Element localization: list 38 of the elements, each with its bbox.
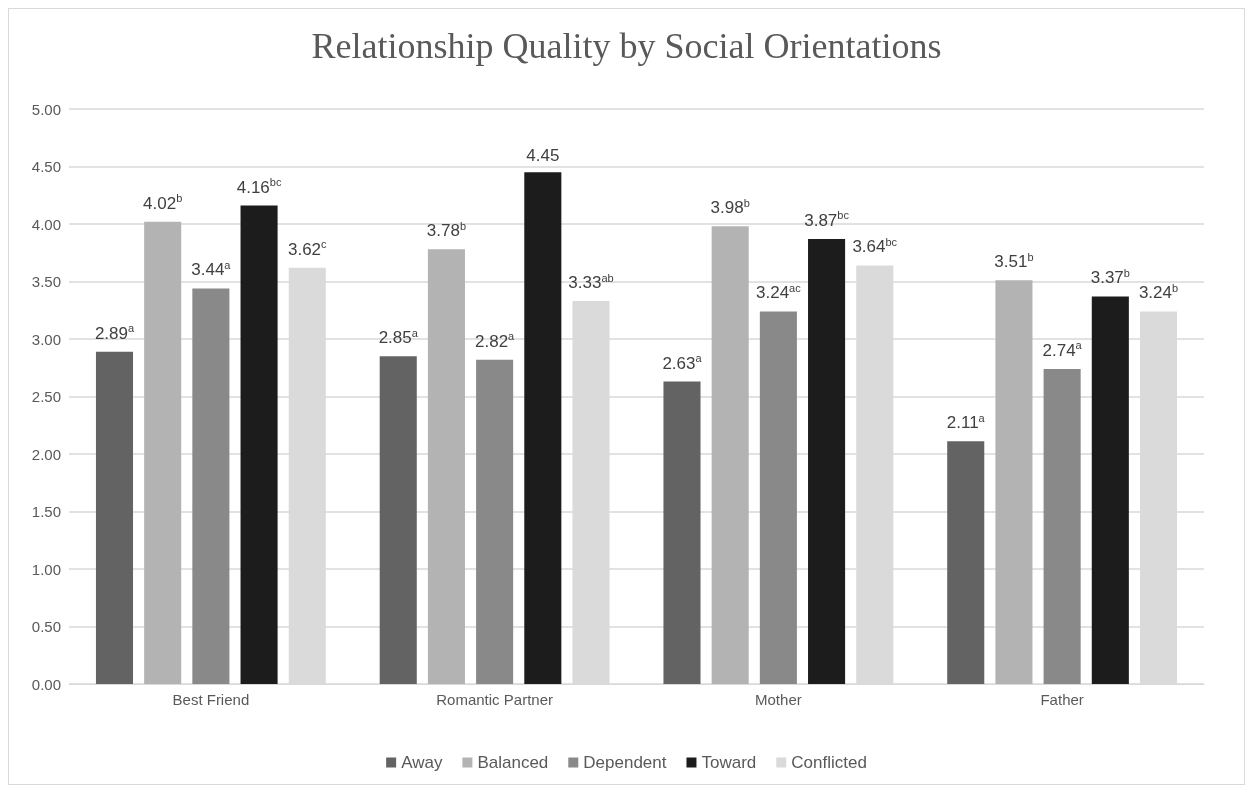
y-tick-label: 2.00 <box>31 445 61 463</box>
bar <box>240 205 278 684</box>
data-label: 4.45 <box>526 146 560 166</box>
legend-label: Dependent <box>583 753 667 772</box>
bar <box>95 351 134 684</box>
bar <box>808 238 846 684</box>
bar <box>144 221 182 684</box>
y-tick-label: 1.50 <box>31 503 61 520</box>
y-tick-label: 5.00 <box>31 100 61 118</box>
x-tick-label: Mother <box>755 691 802 708</box>
bar <box>1043 368 1081 684</box>
x-tick-label: Romantic Partner <box>436 691 553 708</box>
bar <box>711 226 749 684</box>
legend-label: Away <box>401 753 443 772</box>
y-tick-label: 0.50 <box>31 618 61 635</box>
legend-label: Balanced <box>477 753 549 772</box>
x-tick-label: Father <box>1040 691 1084 708</box>
legend-label: Conflicted <box>791 753 867 772</box>
bar <box>379 356 417 684</box>
bar <box>663 381 701 684</box>
bar <box>476 359 514 684</box>
bar <box>759 311 797 684</box>
y-tick-label: 1.00 <box>31 560 61 578</box>
bar <box>427 249 465 684</box>
y-tick-label: 3.00 <box>31 330 61 348</box>
bar <box>947 441 985 684</box>
x-tick-label: Best Friend <box>172 691 250 708</box>
y-tick-label: 4.50 <box>31 158 61 175</box>
bar <box>1091 296 1129 684</box>
chart-title: Relationship Quality by Social Orientations <box>311 26 942 66</box>
bar <box>192 288 230 684</box>
bar <box>524 172 562 684</box>
y-tick-label: 2.50 <box>31 388 61 405</box>
legend-label: Toward <box>701 753 757 772</box>
y-tick-label: 3.50 <box>31 273 61 290</box>
y-tick-label: 0.00 <box>31 675 61 693</box>
y-tick-label: 4.00 <box>31 215 61 233</box>
bar <box>995 280 1033 684</box>
